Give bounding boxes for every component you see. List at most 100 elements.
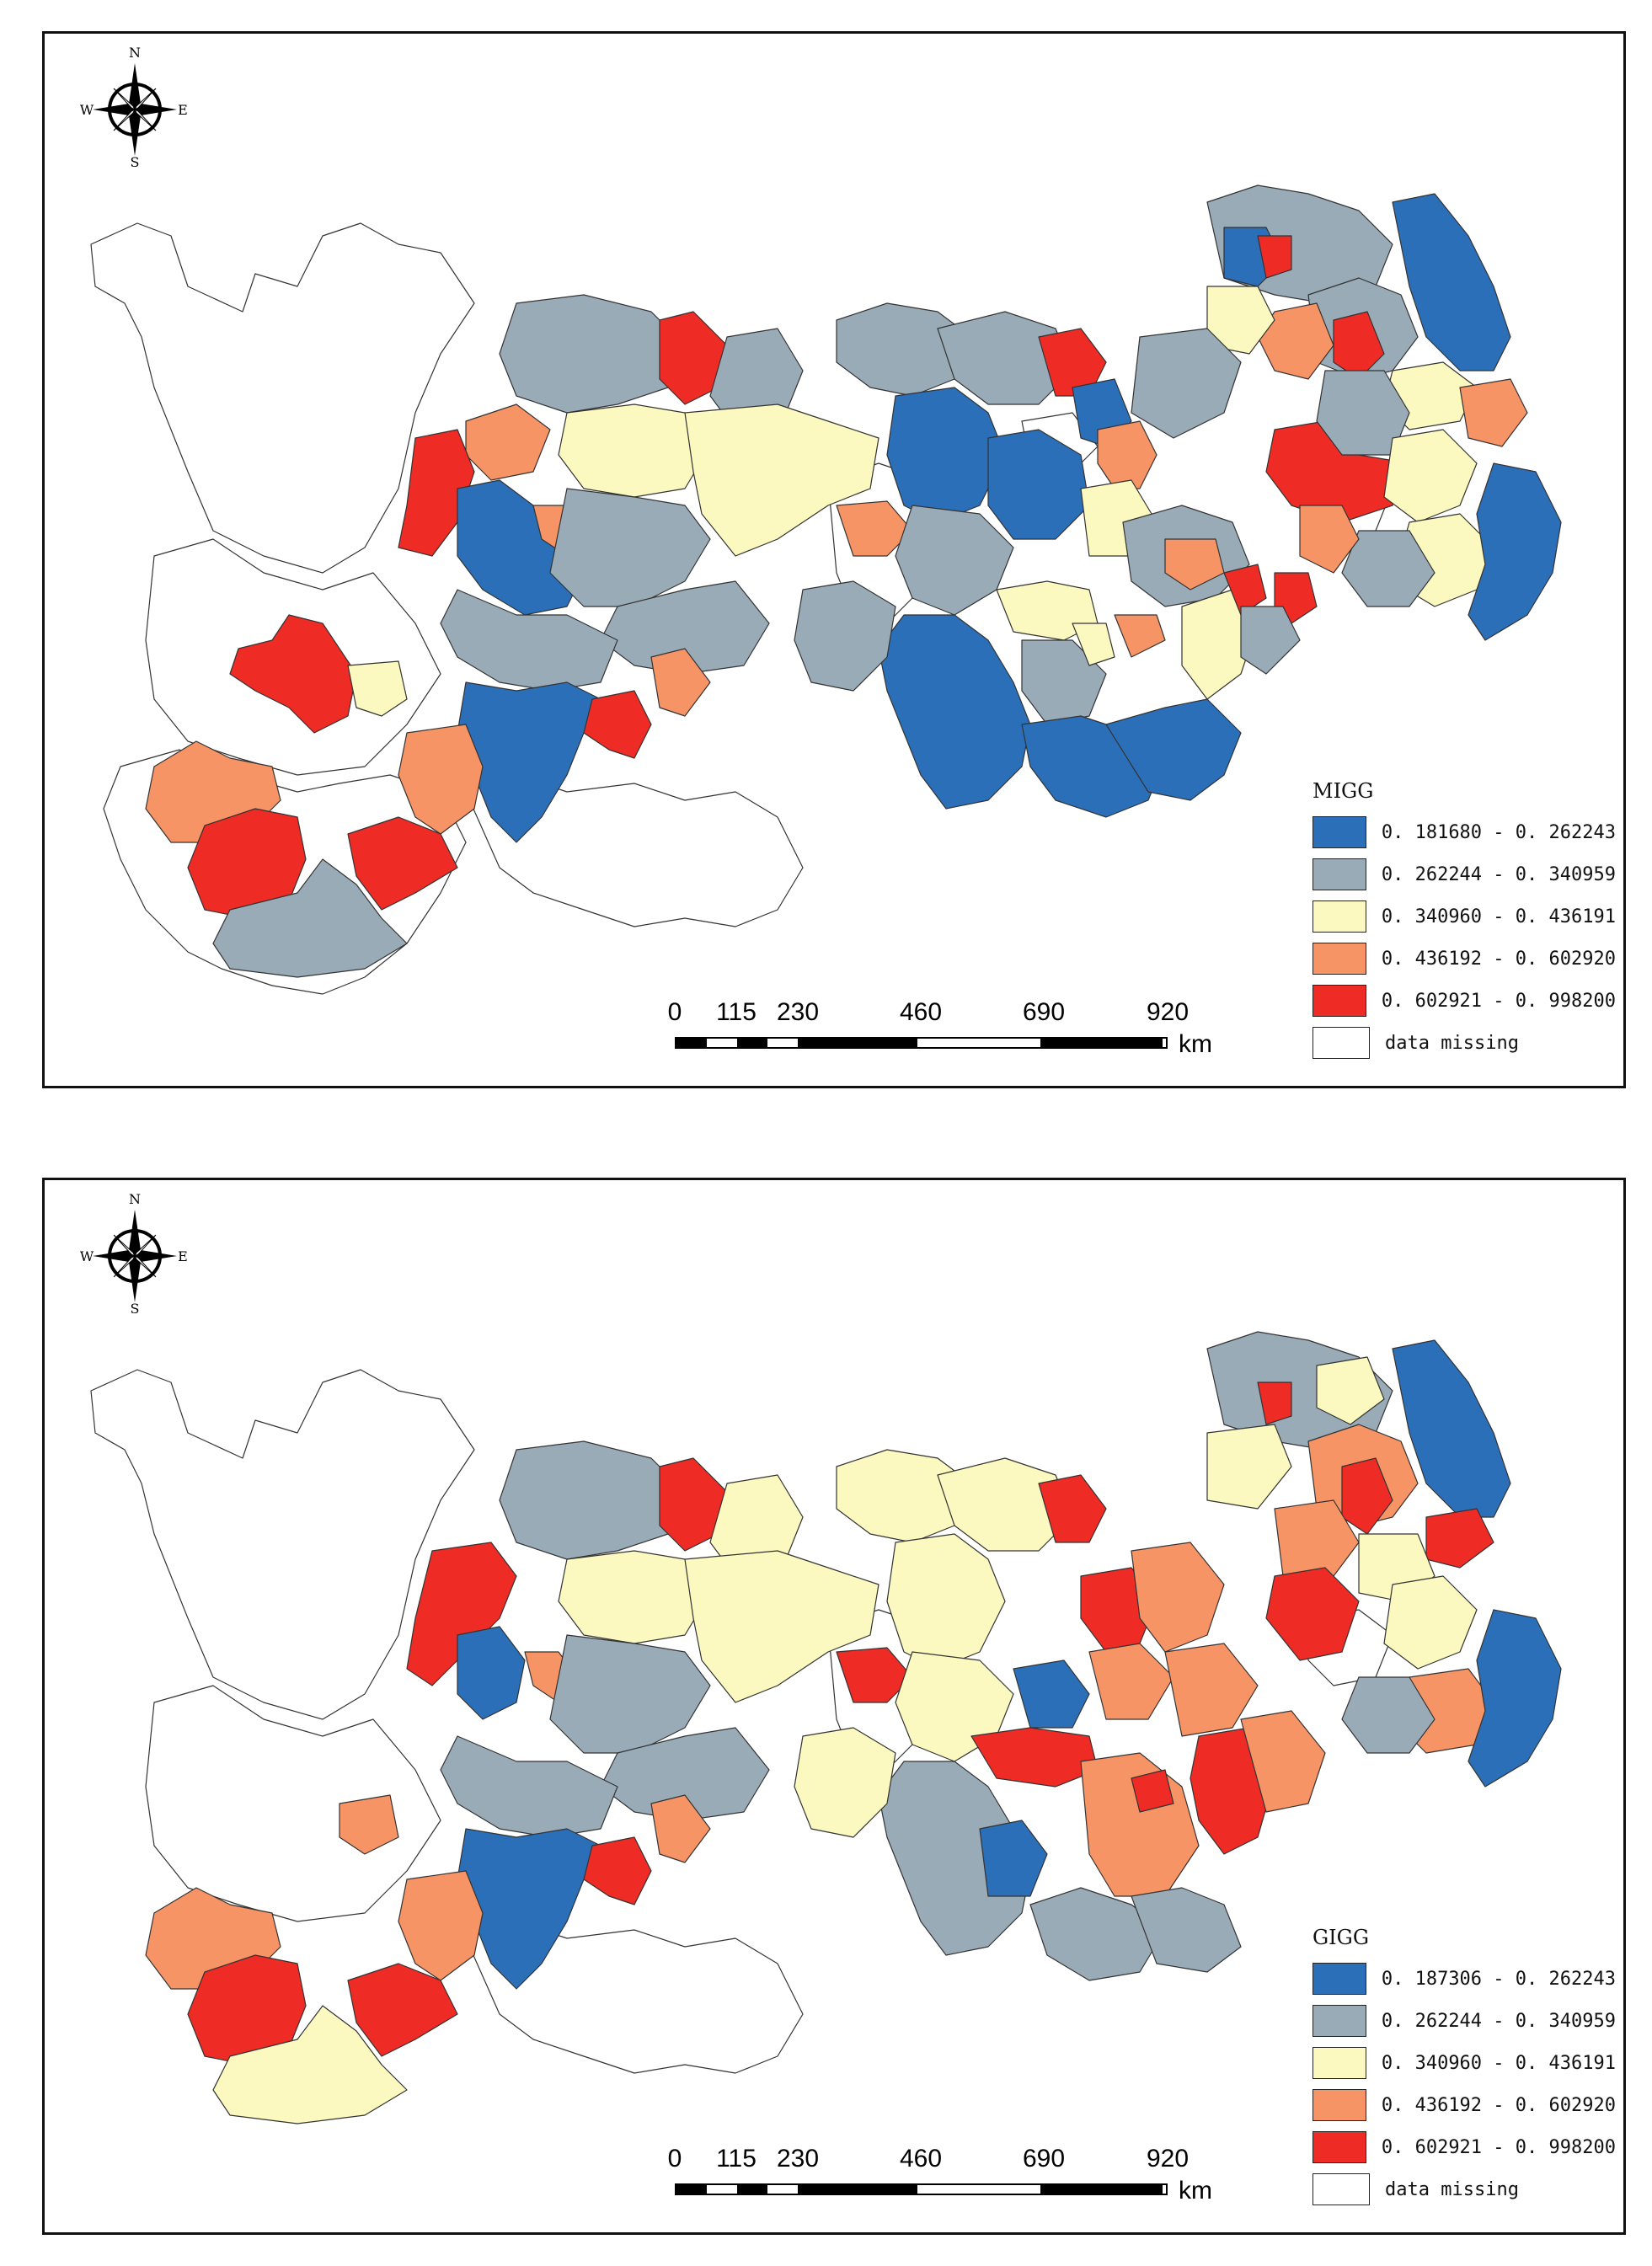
scale-tick: 690 xyxy=(1022,2145,1066,2172)
region-class4 xyxy=(1088,1643,1174,1720)
region-class3 xyxy=(886,1533,1006,1670)
region-class2 xyxy=(499,294,686,414)
region-class1 xyxy=(987,429,1090,540)
legend-label: 0. 602921 - 0. 998200 xyxy=(1381,2136,1616,2158)
legend-item: data missing xyxy=(1313,2168,1616,2210)
legend-item: 0. 436192 - 0. 602920 xyxy=(1313,2084,1616,2126)
legend-rows: 0. 187306 - 0. 262243 0. 262244 - 0. 3409… xyxy=(1313,1958,1616,2210)
compass-n: N xyxy=(129,1191,141,1207)
legend-item: data missing xyxy=(1313,1022,1616,1064)
region-class5 xyxy=(1265,1567,1360,1661)
legend-item: 0. 262244 - 0. 340959 xyxy=(1313,853,1616,895)
legend-swatch xyxy=(1313,2173,1370,2205)
region-class1 xyxy=(1013,1659,1090,1729)
legend-label: 0. 436192 - 0. 602920 xyxy=(1381,2094,1616,2116)
region-class4 xyxy=(650,1794,711,1863)
region-class3 xyxy=(558,1550,711,1644)
legend-swatch xyxy=(1313,901,1366,933)
region-class4 xyxy=(1164,1643,1259,1737)
region-class2 xyxy=(499,1440,686,1560)
scale-tick: 115 xyxy=(716,998,756,1026)
region-missing xyxy=(145,1685,441,1922)
region-class1 xyxy=(979,1820,1048,1897)
legend-swatch xyxy=(1313,1027,1370,1059)
region-class5 xyxy=(1257,1382,1292,1425)
region-class3 xyxy=(684,1550,879,1703)
legend-swatch xyxy=(1313,2089,1366,2121)
compass-rose-icon: N S W E xyxy=(80,42,190,170)
region-class2 xyxy=(878,1761,1031,1956)
region-class2 xyxy=(1131,328,1242,439)
legend-label: data missing xyxy=(1385,2178,1519,2200)
region-class3 xyxy=(1072,623,1115,666)
scale-tick: 690 xyxy=(1022,998,1066,1026)
compass-n: N xyxy=(129,45,141,61)
region-class1 xyxy=(1392,1339,1511,1518)
region-class4 xyxy=(1459,378,1528,447)
region-class4 xyxy=(1240,1710,1326,1813)
region-class5 xyxy=(1257,235,1292,279)
legend-swatch xyxy=(1313,985,1366,1017)
region-class2 xyxy=(549,1634,711,1754)
scale-tick: 0 xyxy=(667,998,682,1026)
legend-label: 0. 187306 - 0. 262243 xyxy=(1381,1968,1616,1990)
region-map xyxy=(90,184,1562,995)
scale-bar-graphic xyxy=(675,2183,1168,2195)
region-class5 xyxy=(1038,328,1107,397)
region-class3 xyxy=(684,403,879,557)
scale-unit: km xyxy=(1179,2177,1212,2205)
legend-swatch xyxy=(1313,1963,1366,1995)
scale-tick: 230 xyxy=(776,2145,820,2172)
scale-tick: 230 xyxy=(776,998,820,1026)
region-class5 xyxy=(583,1836,652,1905)
region-class4 xyxy=(1114,614,1166,658)
legend-swatch xyxy=(1313,2005,1366,2037)
compass-e: E xyxy=(178,102,188,118)
region-class5 xyxy=(1333,311,1385,380)
region-class4 xyxy=(650,648,711,717)
region-class2 xyxy=(1341,530,1435,607)
legend-label: data missing xyxy=(1385,1032,1519,1054)
legend-label: 0. 602921 - 0. 998200 xyxy=(1381,990,1616,1012)
region-class3 xyxy=(1383,429,1478,523)
region-class2 xyxy=(794,580,896,692)
region-missing xyxy=(90,1369,475,1720)
region-class5 xyxy=(1223,564,1267,616)
scale-tick: 460 xyxy=(899,998,943,1026)
region-class3 xyxy=(1206,1424,1292,1510)
legend-item: 0. 340960 - 0. 436191 xyxy=(1313,2042,1616,2084)
region-class1 xyxy=(1392,193,1511,371)
region-class2 xyxy=(549,488,711,607)
region-class1 xyxy=(878,614,1031,810)
legend-rows: 0. 181680 - 0. 262243 0. 262244 - 0. 3409… xyxy=(1313,811,1616,1064)
legend: MIGG 0. 181680 - 0. 262243 0. 262244 - 0.… xyxy=(1313,779,1616,1064)
legend-label: 0. 340960 - 0. 436191 xyxy=(1381,906,1616,927)
legend-swatch xyxy=(1313,2047,1366,2079)
region-class5 xyxy=(347,816,458,911)
legend-item: 0. 436192 - 0. 602920 xyxy=(1313,938,1616,980)
region-class4 xyxy=(1164,538,1225,591)
legend-item: 0. 262244 - 0. 340959 xyxy=(1313,2000,1616,2042)
region-class2 xyxy=(1131,1887,1242,1973)
region-class5 xyxy=(1131,1769,1174,1813)
region-class1 xyxy=(886,387,1006,523)
legend-swatch xyxy=(1313,858,1366,890)
region-class4 xyxy=(398,724,484,835)
region-class4 xyxy=(1080,1752,1200,1897)
region-class1 xyxy=(457,1626,526,1720)
scale-bar: 0 115 230 460 690 920 km xyxy=(668,998,1212,1066)
region-missing xyxy=(90,222,475,574)
region-class5 xyxy=(347,1963,458,2057)
region-class3 xyxy=(794,1727,896,1838)
region-class2 xyxy=(212,858,408,978)
legend-item: 0. 181680 - 0. 262243 xyxy=(1313,811,1616,853)
scale-bar-graphic xyxy=(675,1037,1168,1049)
region-class3 xyxy=(1316,1356,1385,1425)
region-class4 xyxy=(1299,505,1360,574)
region-class3 xyxy=(558,403,711,498)
scale-tick: 115 xyxy=(716,2145,756,2172)
legend-label: 0. 181680 - 0. 262243 xyxy=(1381,821,1616,843)
legend: GIGG 0. 187306 - 0. 262243 0. 262244 - 0.… xyxy=(1313,1926,1616,2210)
region-class1 xyxy=(1105,698,1242,801)
legend-label: 0. 436192 - 0. 602920 xyxy=(1381,948,1616,970)
